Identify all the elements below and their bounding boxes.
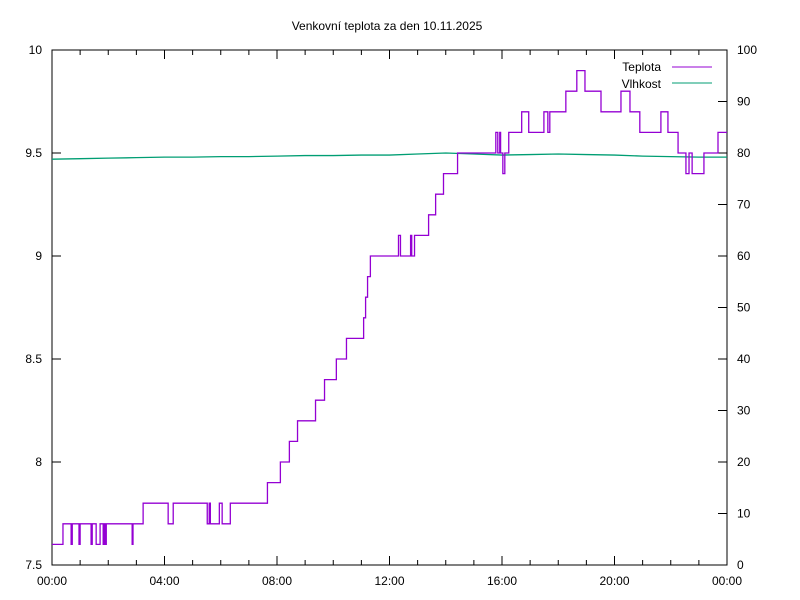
series-line-vlhkost xyxy=(51,152,727,160)
legend: Teplota Vlhkost xyxy=(622,60,712,91)
chart-title: Venkovní teplota za den 10.11.2025 xyxy=(292,19,483,33)
x-tick-label: 12:00 xyxy=(374,574,404,588)
legend-label-vlhkost: Vlhkost xyxy=(622,77,662,91)
x-tick-label: 08:00 xyxy=(262,574,292,588)
y2-tick-label: 90 xyxy=(737,95,751,109)
x-tick-label: 20:00 xyxy=(599,574,629,588)
y-tick-label: 9.5 xyxy=(25,146,42,160)
axes: 00:00 04:00 08:00 12:00 16:00 20:00 00:00 7.5 8 8… xyxy=(25,43,757,588)
y2-tick-label: 50 xyxy=(737,301,751,315)
y2-tick-label: 70 xyxy=(737,198,751,212)
y-tick-label: 7.5 xyxy=(25,558,42,572)
y2-tick-label: 40 xyxy=(737,352,751,366)
y2-tick-label: 100 xyxy=(737,43,757,57)
x-tick-label: 00:00 xyxy=(37,574,67,588)
y-tick-label: 10 xyxy=(29,43,43,57)
series-line-teplota xyxy=(52,69,727,546)
legend-label-teplota: Teplota xyxy=(622,60,661,74)
y2-tick-label: 60 xyxy=(737,249,751,263)
y2-tick-label: 20 xyxy=(737,455,751,469)
x-tick-label: 04:00 xyxy=(149,574,179,588)
y-tick-label: 8 xyxy=(35,455,42,469)
x-tick-label: 00:00 xyxy=(712,574,742,588)
series-layer xyxy=(51,69,727,546)
y-tick-label: 8.5 xyxy=(25,352,42,366)
plot-border xyxy=(51,49,728,566)
y-tick-label: 9 xyxy=(35,249,42,263)
y2-tick-label: 30 xyxy=(737,404,751,418)
y2-tick-label: 80 xyxy=(737,146,751,160)
x-tick-label: 16:00 xyxy=(487,574,517,588)
y2-tick-label: 10 xyxy=(737,507,751,521)
y2-tick-label: 0 xyxy=(737,558,744,572)
